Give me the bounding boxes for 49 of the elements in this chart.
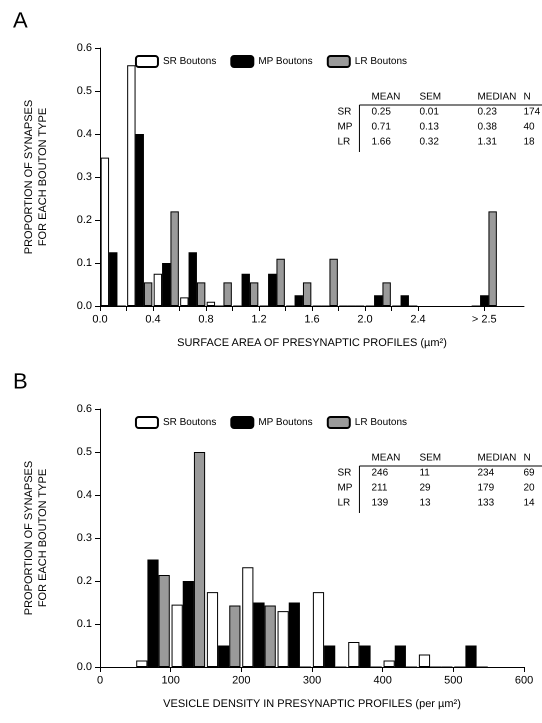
x-tick-label: 1.2 [251, 314, 267, 326]
y-tick-label: 0.3 [76, 171, 92, 183]
chart-title: A [13, 8, 28, 32]
x-tick-label: 400 [373, 674, 392, 686]
text: MEAN SEM MEDIAN N [371, 452, 531, 464]
x-axis-title: SURFACE AREA OF PRESYNAPTIC PROFILES (µm²) [177, 337, 447, 349]
x-tick-label: 0.8 [198, 314, 214, 326]
legend-label: MP Boutons [258, 56, 313, 67]
text: MEAN SEM MEDIAN N [371, 92, 531, 102]
y-tick-label: 0.2 [76, 214, 92, 226]
x-tick-label: 600 [514, 674, 534, 686]
text: LR 1.66 0.32 1.31 18 [337, 136, 535, 148]
y-tick-label: 0.1 [76, 257, 92, 269]
y-tick-label: 0.2 [76, 575, 92, 587]
x-tick-label: 100 [161, 674, 180, 686]
chart-title: B [13, 368, 28, 394]
x-axis-title: VESICLE DENSITY IN PRESYNAPTIC PROFILES (per µm²) [163, 698, 461, 710]
y-axis-title: PROPORTION OF SYNAPSES FOR EACH BOUTON TYPE [23, 460, 49, 616]
y-tick-label: 0.4 [76, 128, 92, 140]
legend-label: SR Boutons [162, 417, 216, 428]
y-tick-label: 0.3 [76, 532, 92, 544]
x-tick-label: 2.0 [357, 314, 373, 326]
text: LR 139 13 133 14 [337, 498, 535, 508]
legend-label: SR Boutons [162, 56, 216, 67]
text: MP 211 29 179 20 [337, 482, 535, 494]
x-tick-label: 0.4 [145, 314, 161, 326]
text: SR 0.25 0.01 0.23 174 [337, 106, 540, 118]
y-tick-label: 0.5 [76, 446, 92, 458]
x-tick-label: 1.6 [304, 314, 320, 326]
y-tick-label: 0.1 [76, 618, 92, 630]
x-tick-label: 200 [232, 674, 251, 686]
x-tick-label: 2.4 [410, 314, 426, 326]
text: MP 0.71 0.13 0.38 40 [337, 122, 535, 132]
x-tick-label: > 2.5 [472, 314, 497, 326]
y-tick-label: 0.4 [76, 489, 92, 501]
x-tick-label: 0 [96, 674, 104, 686]
y-tick-label: 0.0 [76, 661, 92, 673]
y-tick-label: 0.6 [76, 403, 92, 415]
y-tick-label: 0.5 [76, 85, 92, 97]
x-tick-label: 300 [302, 674, 322, 686]
x-tick-label: 0.0 [92, 314, 108, 326]
y-tick-label: 0.6 [76, 42, 92, 54]
y-tick-label: 0.0 [76, 300, 92, 312]
y-axis-title: PROPORTION OF SYNAPSES FOR EACH BOUTON TYPE [23, 100, 49, 254]
x-tick-label: 500 [444, 674, 463, 686]
legend-label: LR Boutons [354, 56, 408, 67]
legend-label: MP Boutons [258, 417, 313, 428]
legend-label: LR Boutons [354, 417, 408, 428]
text: SR 246 11 234 69 [337, 468, 535, 478]
